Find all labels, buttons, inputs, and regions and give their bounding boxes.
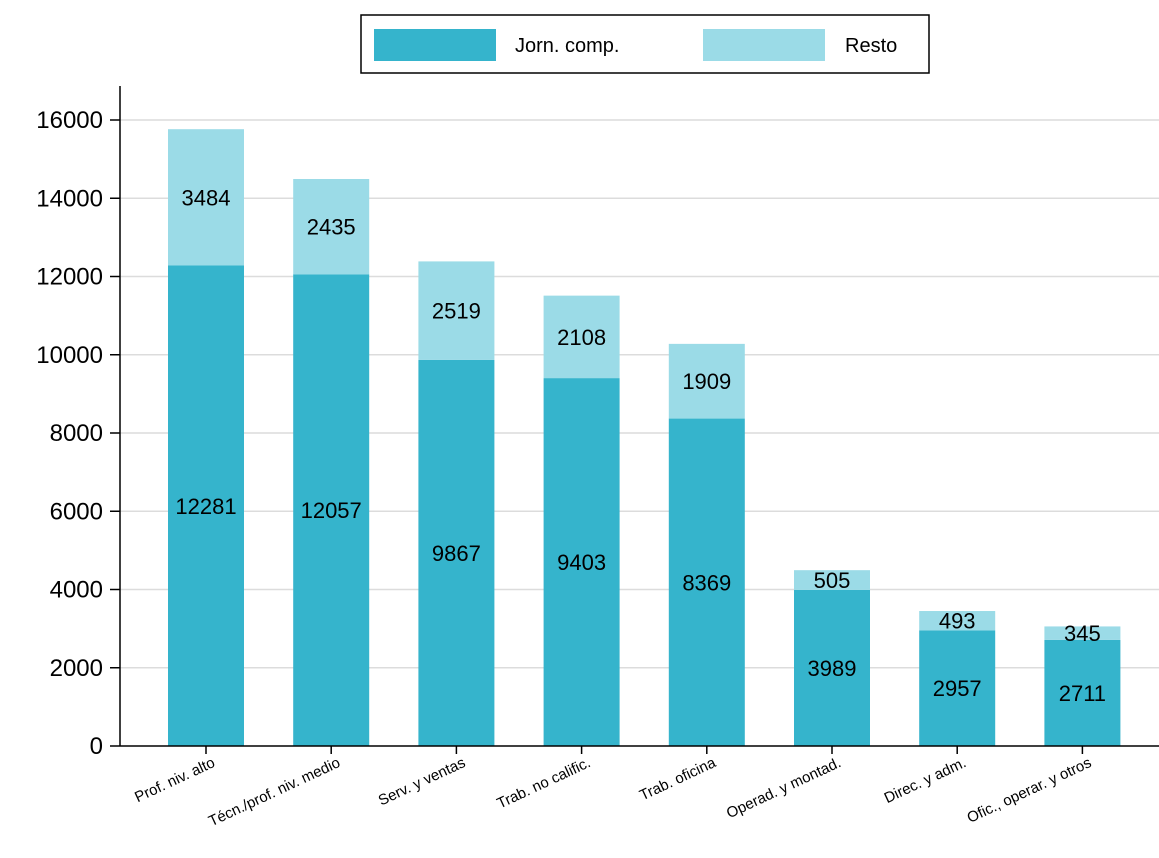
bar-jorn-comp (919, 630, 996, 746)
bar-resto (1044, 626, 1121, 640)
data-label-resto: 345 (1064, 621, 1101, 646)
bar-jorn-comp (293, 274, 370, 746)
bar-resto (293, 179, 370, 275)
legend-label-resto: Resto (845, 35, 897, 57)
bar-resto (418, 261, 495, 360)
y-tick-label: 0 (90, 733, 103, 760)
x-tick-label: Prof. niv. alto (132, 754, 218, 806)
data-label-resto: 2519 (432, 299, 481, 324)
y-tick-label: 4000 (50, 577, 103, 604)
y-tick-label: 16000 (36, 107, 103, 134)
x-tick-label: Trab. no calific. (494, 754, 593, 812)
y-tick-label: 2000 (50, 655, 103, 682)
y-axis-ticks: 0 2000 4000 6000 8000 10000 12000 14000 16000 (36, 107, 120, 760)
data-label-jorn-comp: 9867 (432, 541, 481, 566)
bar-resto (668, 343, 745, 419)
x-tick-label: Serv. y ventas (376, 754, 468, 809)
bar-jorn-comp (668, 418, 745, 746)
x-tick-label: Trab. oficina (637, 754, 719, 804)
bar-jorn-comp (794, 589, 870, 746)
x-tick-label: Técn./prof. niv. medio (206, 754, 343, 830)
bar-resto (168, 129, 244, 266)
data-label-resto: 2108 (557, 325, 606, 350)
bar-resto (794, 570, 870, 590)
data-label-resto: 3484 (182, 185, 231, 210)
bar-jorn-comp (543, 378, 620, 746)
data-label-resto: 505 (814, 568, 851, 593)
data-label-jorn-comp: 2957 (933, 676, 982, 701)
data-label-resto: 2435 (307, 215, 356, 240)
x-tick-label: Operad. y montad. (724, 754, 844, 822)
y-tick-label: 14000 (36, 185, 103, 212)
data-label-jorn-comp: 2711 (1059, 681, 1106, 706)
legend: Jorn. comp. Resto (360, 14, 930, 74)
y-tick-label: 6000 (50, 498, 103, 525)
y-tick-label: 8000 (50, 420, 103, 447)
data-label-jorn-comp: 12057 (301, 498, 362, 523)
data-label-jorn-comp: 8369 (682, 570, 731, 595)
legend-label-jorn-comp: Jorn. comp. (515, 35, 619, 57)
axes (119, 86, 1159, 747)
data-labels: 12281 3484 12057 2435 9867 2519 9403 2108 8369 19… (175, 185, 1106, 706)
legend-swatch-resto (703, 29, 825, 61)
data-label-jorn-comp: 3989 (808, 656, 857, 681)
data-label-resto: 493 (939, 609, 976, 634)
bars (168, 129, 1121, 746)
data-label-resto: 1909 (682, 369, 731, 394)
legend-swatch-jorn-comp (374, 29, 496, 61)
bar-jorn-comp (1044, 639, 1121, 746)
bar-jorn-comp (418, 359, 495, 746)
y-tick-label: 10000 (36, 342, 103, 369)
gridlines (120, 119, 1159, 669)
x-tick-label: Direc. y adm. (882, 754, 969, 807)
bar-resto (543, 295, 620, 379)
y-tick-label: 12000 (36, 264, 103, 291)
data-label-jorn-comp: 12281 (175, 494, 236, 519)
data-label-jorn-comp: 9403 (557, 550, 606, 575)
x-tick-label: Ofic., operar. y otros (964, 754, 1094, 826)
bar-resto (919, 611, 996, 631)
bar-jorn-comp (168, 265, 244, 746)
